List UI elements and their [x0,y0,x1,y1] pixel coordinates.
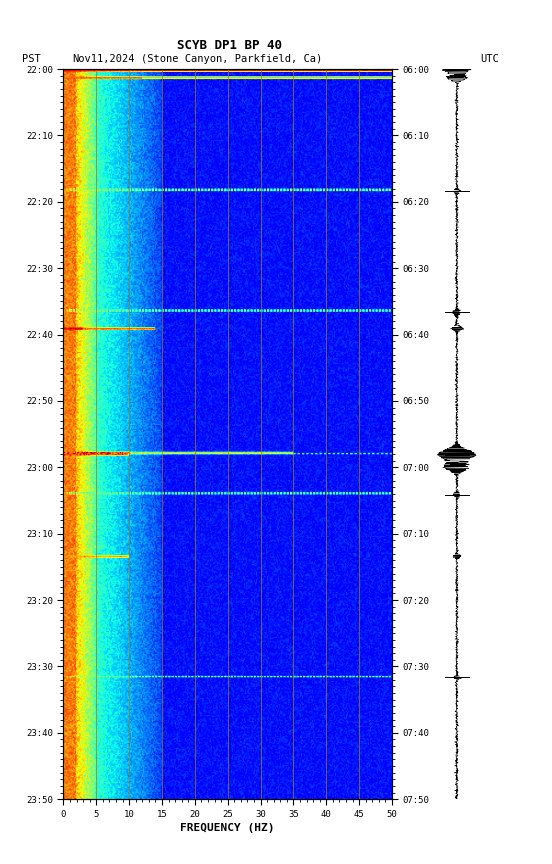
Text: PST: PST [22,54,41,64]
Text: (Stone Canyon, Parkfield, Ca): (Stone Canyon, Parkfield, Ca) [141,54,322,64]
Text: SCYB DP1 BP 40: SCYB DP1 BP 40 [177,39,282,52]
Text: Nov11,2024: Nov11,2024 [72,54,134,64]
X-axis label: FREQUENCY (HZ): FREQUENCY (HZ) [181,823,275,833]
Text: UTC: UTC [480,54,499,64]
